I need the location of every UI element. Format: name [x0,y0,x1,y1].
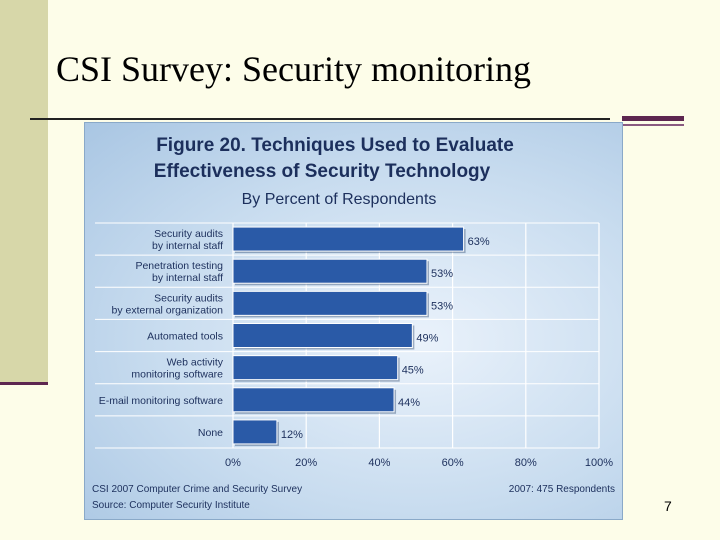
grid-lines [95,222,600,449]
data-label: 49% [416,333,438,345]
data-label: 63% [468,236,490,248]
category-label: by internal staff [152,272,223,284]
respondents-note: 2007: 475 Respondents [509,484,615,495]
category-label: Security audits [154,228,223,240]
left-accent-band [0,0,48,384]
data-label: 53% [431,300,453,312]
bar [232,419,278,445]
x-tick-labels: 0% 20% 40% 60% 80% 100% [225,457,613,469]
x-tick-label: 20% [295,457,317,469]
title-rule [30,118,610,120]
title-rule-accent [622,116,684,121]
bar [232,323,413,348]
category-label: monitoring software [131,369,223,381]
left-accent-line [0,382,48,385]
category-label: Automated tools [147,331,223,343]
data-label: 44% [398,397,420,409]
x-tick-label: 80% [515,457,537,469]
data-label: 53% [431,268,453,280]
bar [232,258,428,284]
chart-subtitle: By Percent of Respondents [242,191,437,208]
bars [232,226,466,446]
x-tick-label: 100% [585,457,613,469]
source-line-2: Source: Computer Security Institute [92,500,250,511]
chart-title-line1: Figure 20. Techniques Used to Evaluate [156,135,514,156]
page-number: 7 [664,498,672,514]
x-tick-label: 0% [225,457,241,469]
data-labels: 63% 53% 53% 49% 45% 44% 12% [281,236,490,441]
slide-title: CSI Survey: Security monitoring [56,49,531,89]
bar [232,355,399,381]
data-label: 45% [402,365,424,377]
bar-chart: Figure 20. Techniques Used to Evaluate E… [92,135,615,511]
data-label: 12% [281,429,303,441]
category-label: Web activity [167,357,224,369]
bar [232,290,428,316]
bar [232,226,465,252]
title-rule-accent-thin [622,124,684,126]
category-label: by external organization [112,304,224,316]
chart-figure: Figure 20. Techniques Used to Evaluate E… [84,122,623,520]
bar [232,387,395,413]
x-tick-label: 60% [442,457,464,469]
chart-title-line2: Effectiveness of Security Technology [154,161,491,182]
category-label: Penetration testing [135,260,223,272]
category-label: E-mail monitoring software [99,395,223,407]
category-label: None [198,427,223,439]
source-line-1: CSI 2007 Computer Crime and Security Sur… [92,484,302,495]
category-label: Security audits [154,292,223,304]
category-label: by internal staff [152,240,223,252]
x-tick-label: 40% [368,457,390,469]
